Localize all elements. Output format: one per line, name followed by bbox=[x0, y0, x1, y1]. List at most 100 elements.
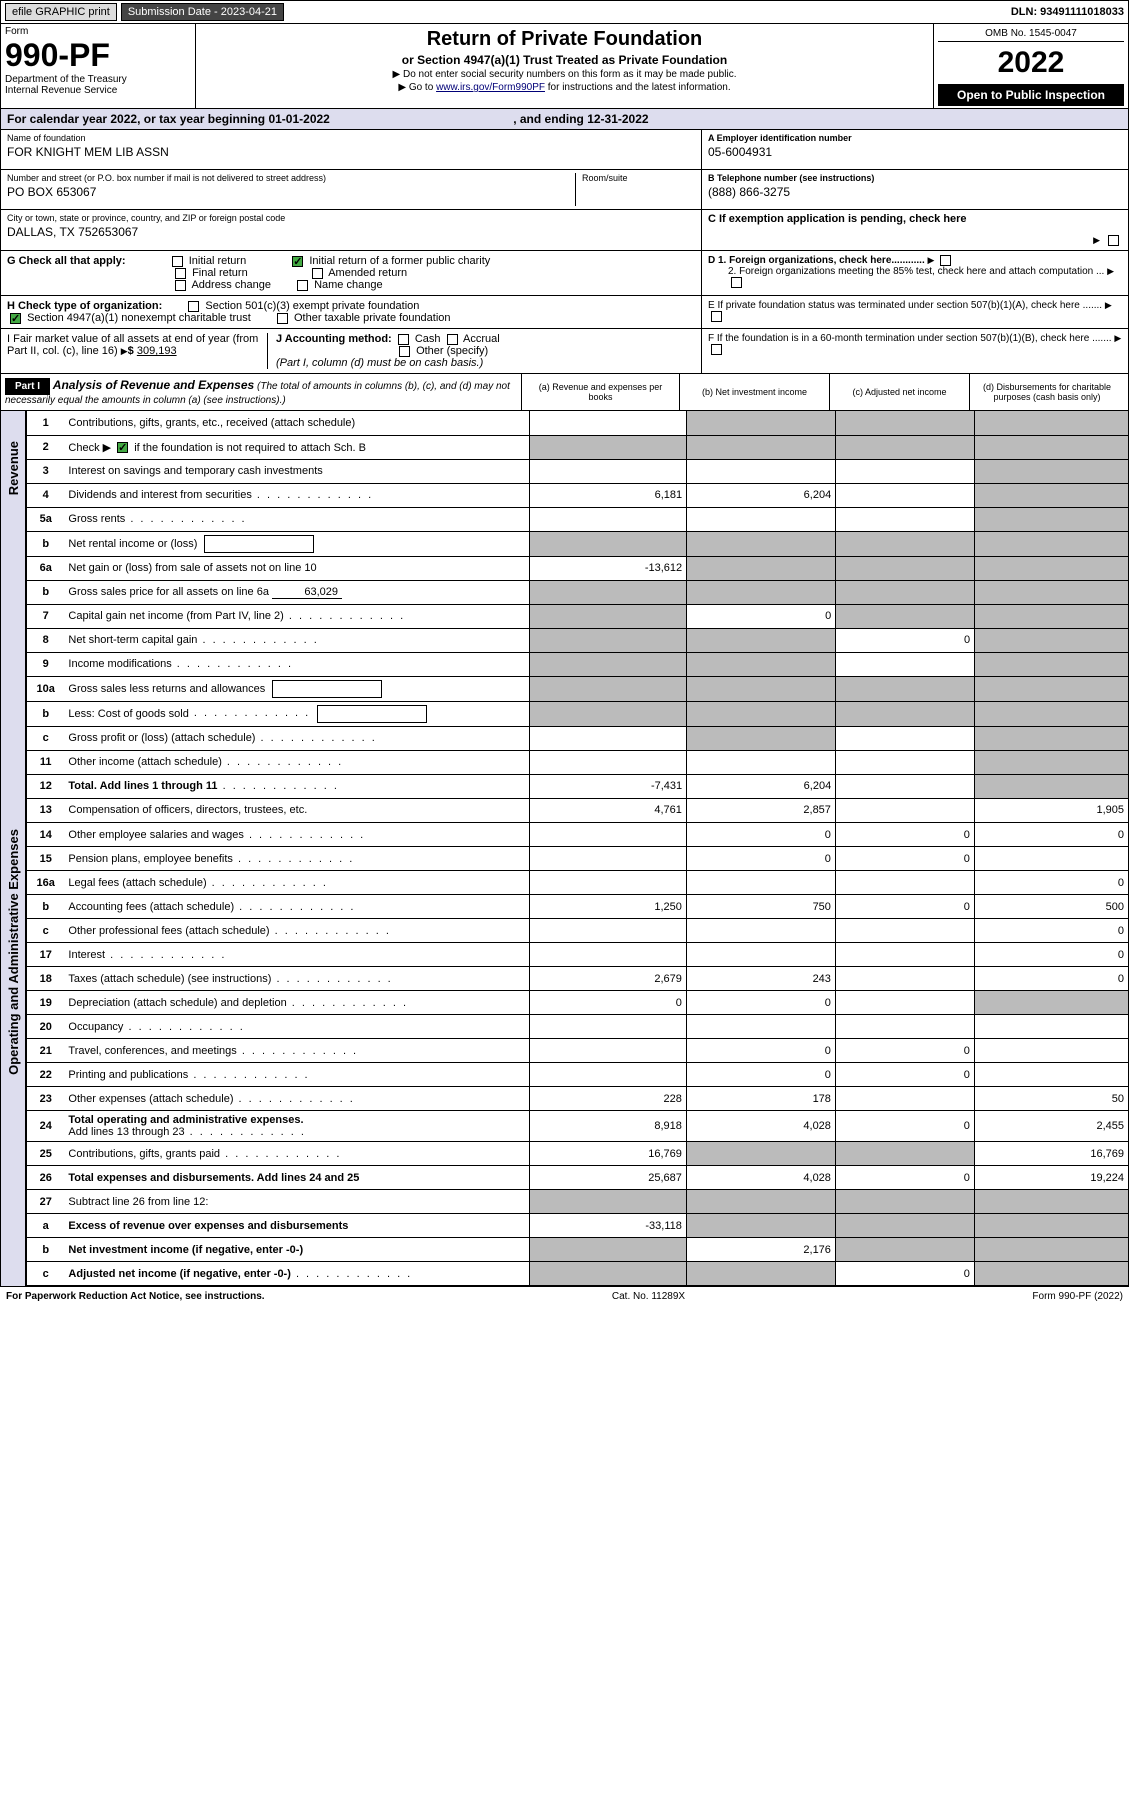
table-row: 22Printing and publications00 bbox=[27, 1063, 1129, 1087]
expenses-section: Operating and Administrative Expenses 13… bbox=[0, 799, 1129, 1287]
d1-label: D 1. Foreign organizations, check here..… bbox=[708, 255, 925, 266]
schb-checkbox[interactable] bbox=[117, 442, 128, 453]
col-d-head: (d) Disbursements for charitable purpose… bbox=[969, 374, 1124, 410]
j-label: J Accounting method: bbox=[276, 333, 392, 345]
arrow-icon bbox=[1105, 300, 1112, 311]
table-row: 6aNet gain or (loss) from sale of assets… bbox=[27, 556, 1129, 580]
omb-number: OMB No. 1545-0047 bbox=[938, 26, 1124, 42]
table-row: 10aGross sales less returns and allowanc… bbox=[27, 676, 1129, 701]
ein-label: A Employer identification number bbox=[708, 133, 1122, 143]
irs-label: Internal Revenue Service bbox=[5, 85, 191, 96]
table-row: cGross profit or (loss) (attach schedule… bbox=[27, 726, 1129, 750]
initial-public-checkbox[interactable] bbox=[292, 256, 303, 267]
note-ssn: ▶ Do not enter social security numbers o… bbox=[200, 69, 929, 80]
amended-return-label: Amended return bbox=[328, 267, 407, 279]
arrow-icon bbox=[1107, 266, 1114, 277]
other-label: Other (specify) bbox=[416, 345, 488, 357]
section-h-e: H Check type of organization: Section 50… bbox=[0, 296, 1129, 329]
d1-checkbox[interactable] bbox=[940, 255, 951, 266]
amended-return-checkbox[interactable] bbox=[312, 268, 323, 279]
page-footer: For Paperwork Reduction Act Notice, see … bbox=[0, 1286, 1129, 1306]
tel-value: (888) 866-3275 bbox=[708, 183, 1122, 201]
cash-label: Cash bbox=[415, 333, 441, 345]
table-row: aExcess of revenue over expenses and dis… bbox=[27, 1214, 1129, 1238]
table-row: 8Net short-term capital gain0 bbox=[27, 628, 1129, 652]
tel-label: B Telephone number (see instructions) bbox=[708, 173, 1122, 183]
fmv-value: 309,193 bbox=[137, 345, 177, 357]
year-begin: 01-01-2022 bbox=[268, 112, 329, 126]
foundation-address: PO BOX 653067 bbox=[7, 183, 575, 201]
table-row: 26Total expenses and disbursements. Add … bbox=[27, 1166, 1129, 1190]
table-row: bLess: Cost of goods sold bbox=[27, 701, 1129, 726]
instructions-link[interactable]: www.irs.gov/Form990PF bbox=[436, 82, 545, 93]
col-a-head: (a) Revenue and expenses per books bbox=[521, 374, 679, 410]
year-mid: , and ending bbox=[513, 112, 587, 126]
table-row: 27Subtract line 26 from line 12: bbox=[27, 1190, 1129, 1214]
expenses-side-label: Operating and Administrative Expenses bbox=[6, 799, 21, 1105]
initial-public-label: Initial return of a former public charit… bbox=[309, 255, 490, 267]
e-checkbox[interactable] bbox=[711, 311, 722, 322]
addr-label: Number and street (or P.O. box number if… bbox=[7, 173, 575, 183]
h2-label: Section 4947(a)(1) nonexempt charitable … bbox=[27, 312, 251, 324]
address-change-checkbox[interactable] bbox=[175, 280, 186, 291]
table-row: cOther professional fees (attach schedul… bbox=[27, 919, 1129, 943]
h1-label: Section 501(c)(3) exempt private foundat… bbox=[205, 300, 419, 312]
h1-checkbox[interactable] bbox=[188, 301, 199, 312]
table-row: 15Pension plans, employee benefits00 bbox=[27, 847, 1129, 871]
part1-badge: Part I bbox=[5, 378, 50, 395]
tax-year: 2022 bbox=[938, 42, 1124, 84]
initial-return-label: Initial return bbox=[189, 255, 246, 267]
submission-date-badge: Submission Date - 2023-04-21 bbox=[121, 3, 284, 21]
e-label: E If private foundation status was termi… bbox=[708, 300, 1102, 311]
city-label: City or town, state or province, country… bbox=[7, 213, 695, 223]
col-c-head: (c) Adjusted net income bbox=[829, 374, 969, 410]
table-row: 5aGross rents bbox=[27, 507, 1129, 531]
footer-left: For Paperwork Reduction Act Notice, see … bbox=[6, 1291, 265, 1302]
table-row: 1Contributions, gifts, grants, etc., rec… bbox=[27, 411, 1129, 435]
year-pre: For calendar year 2022, or tax year begi… bbox=[7, 112, 268, 126]
table-row: 2Check ▶ if the foundation is not requir… bbox=[27, 435, 1129, 459]
foundation-info: Name of foundation FOR KNIGHT MEM LIB AS… bbox=[0, 130, 1129, 251]
table-row: bGross sales price for all assets on lin… bbox=[27, 580, 1129, 604]
final-return-checkbox[interactable] bbox=[175, 268, 186, 279]
table-row: 9Income modifications bbox=[27, 652, 1129, 676]
cash-checkbox[interactable] bbox=[398, 334, 409, 345]
table-row: bNet investment income (if negative, ent… bbox=[27, 1238, 1129, 1262]
footer-right: Form 990-PF (2022) bbox=[1032, 1291, 1123, 1302]
revenue-side-label: Revenue bbox=[6, 411, 21, 525]
arrow-icon bbox=[928, 255, 935, 266]
table-row: 19Depreciation (attach schedule) and dep… bbox=[27, 991, 1129, 1015]
section-i-j-f: I Fair market value of all assets at end… bbox=[0, 329, 1129, 374]
table-row: bNet rental income or (loss) bbox=[27, 531, 1129, 556]
other-checkbox[interactable] bbox=[399, 346, 410, 357]
year-end: 12-31-2022 bbox=[587, 112, 648, 126]
f-checkbox[interactable] bbox=[711, 344, 722, 355]
table-row: 7Capital gain net income (from Part IV, … bbox=[27, 604, 1129, 628]
table-row: 20Occupancy bbox=[27, 1015, 1129, 1039]
h3-label: Other taxable private foundation bbox=[294, 312, 451, 324]
table-row: 11Other income (attach schedule) bbox=[27, 750, 1129, 774]
table-row: 25Contributions, gifts, grants paid16,76… bbox=[27, 1142, 1129, 1166]
accrual-checkbox[interactable] bbox=[447, 334, 458, 345]
initial-return-checkbox[interactable] bbox=[172, 256, 183, 267]
h2-checkbox[interactable] bbox=[10, 313, 21, 324]
room-label: Room/suite bbox=[582, 173, 695, 183]
table-row: 21Travel, conferences, and meetings00 bbox=[27, 1039, 1129, 1063]
form-title: Return of Private Foundation bbox=[200, 28, 929, 51]
open-to-public: Open to Public Inspection bbox=[938, 84, 1124, 106]
line6b-value: 63,029 bbox=[272, 586, 342, 599]
table-row: 4Dividends and interest from securities6… bbox=[27, 483, 1129, 507]
table-row: 3Interest on savings and temporary cash … bbox=[27, 459, 1129, 483]
efile-badge[interactable]: efile GRAPHIC print bbox=[5, 3, 117, 21]
revenue-section: Revenue 1Contributions, gifts, grants, e… bbox=[0, 411, 1129, 799]
table-row: 17Interest0 bbox=[27, 943, 1129, 967]
pending-checkbox[interactable] bbox=[1108, 235, 1119, 246]
foundation-name: FOR KNIGHT MEM LIB ASSN bbox=[7, 143, 695, 161]
part1-header: Part I Analysis of Revenue and Expenses … bbox=[0, 374, 1129, 411]
d2-checkbox[interactable] bbox=[731, 277, 742, 288]
table-row: 18Taxes (attach schedule) (see instructi… bbox=[27, 967, 1129, 991]
h3-checkbox[interactable] bbox=[277, 313, 288, 324]
address-change-label: Address change bbox=[191, 279, 271, 291]
name-change-checkbox[interactable] bbox=[297, 280, 308, 291]
form-word: Form bbox=[5, 26, 191, 37]
